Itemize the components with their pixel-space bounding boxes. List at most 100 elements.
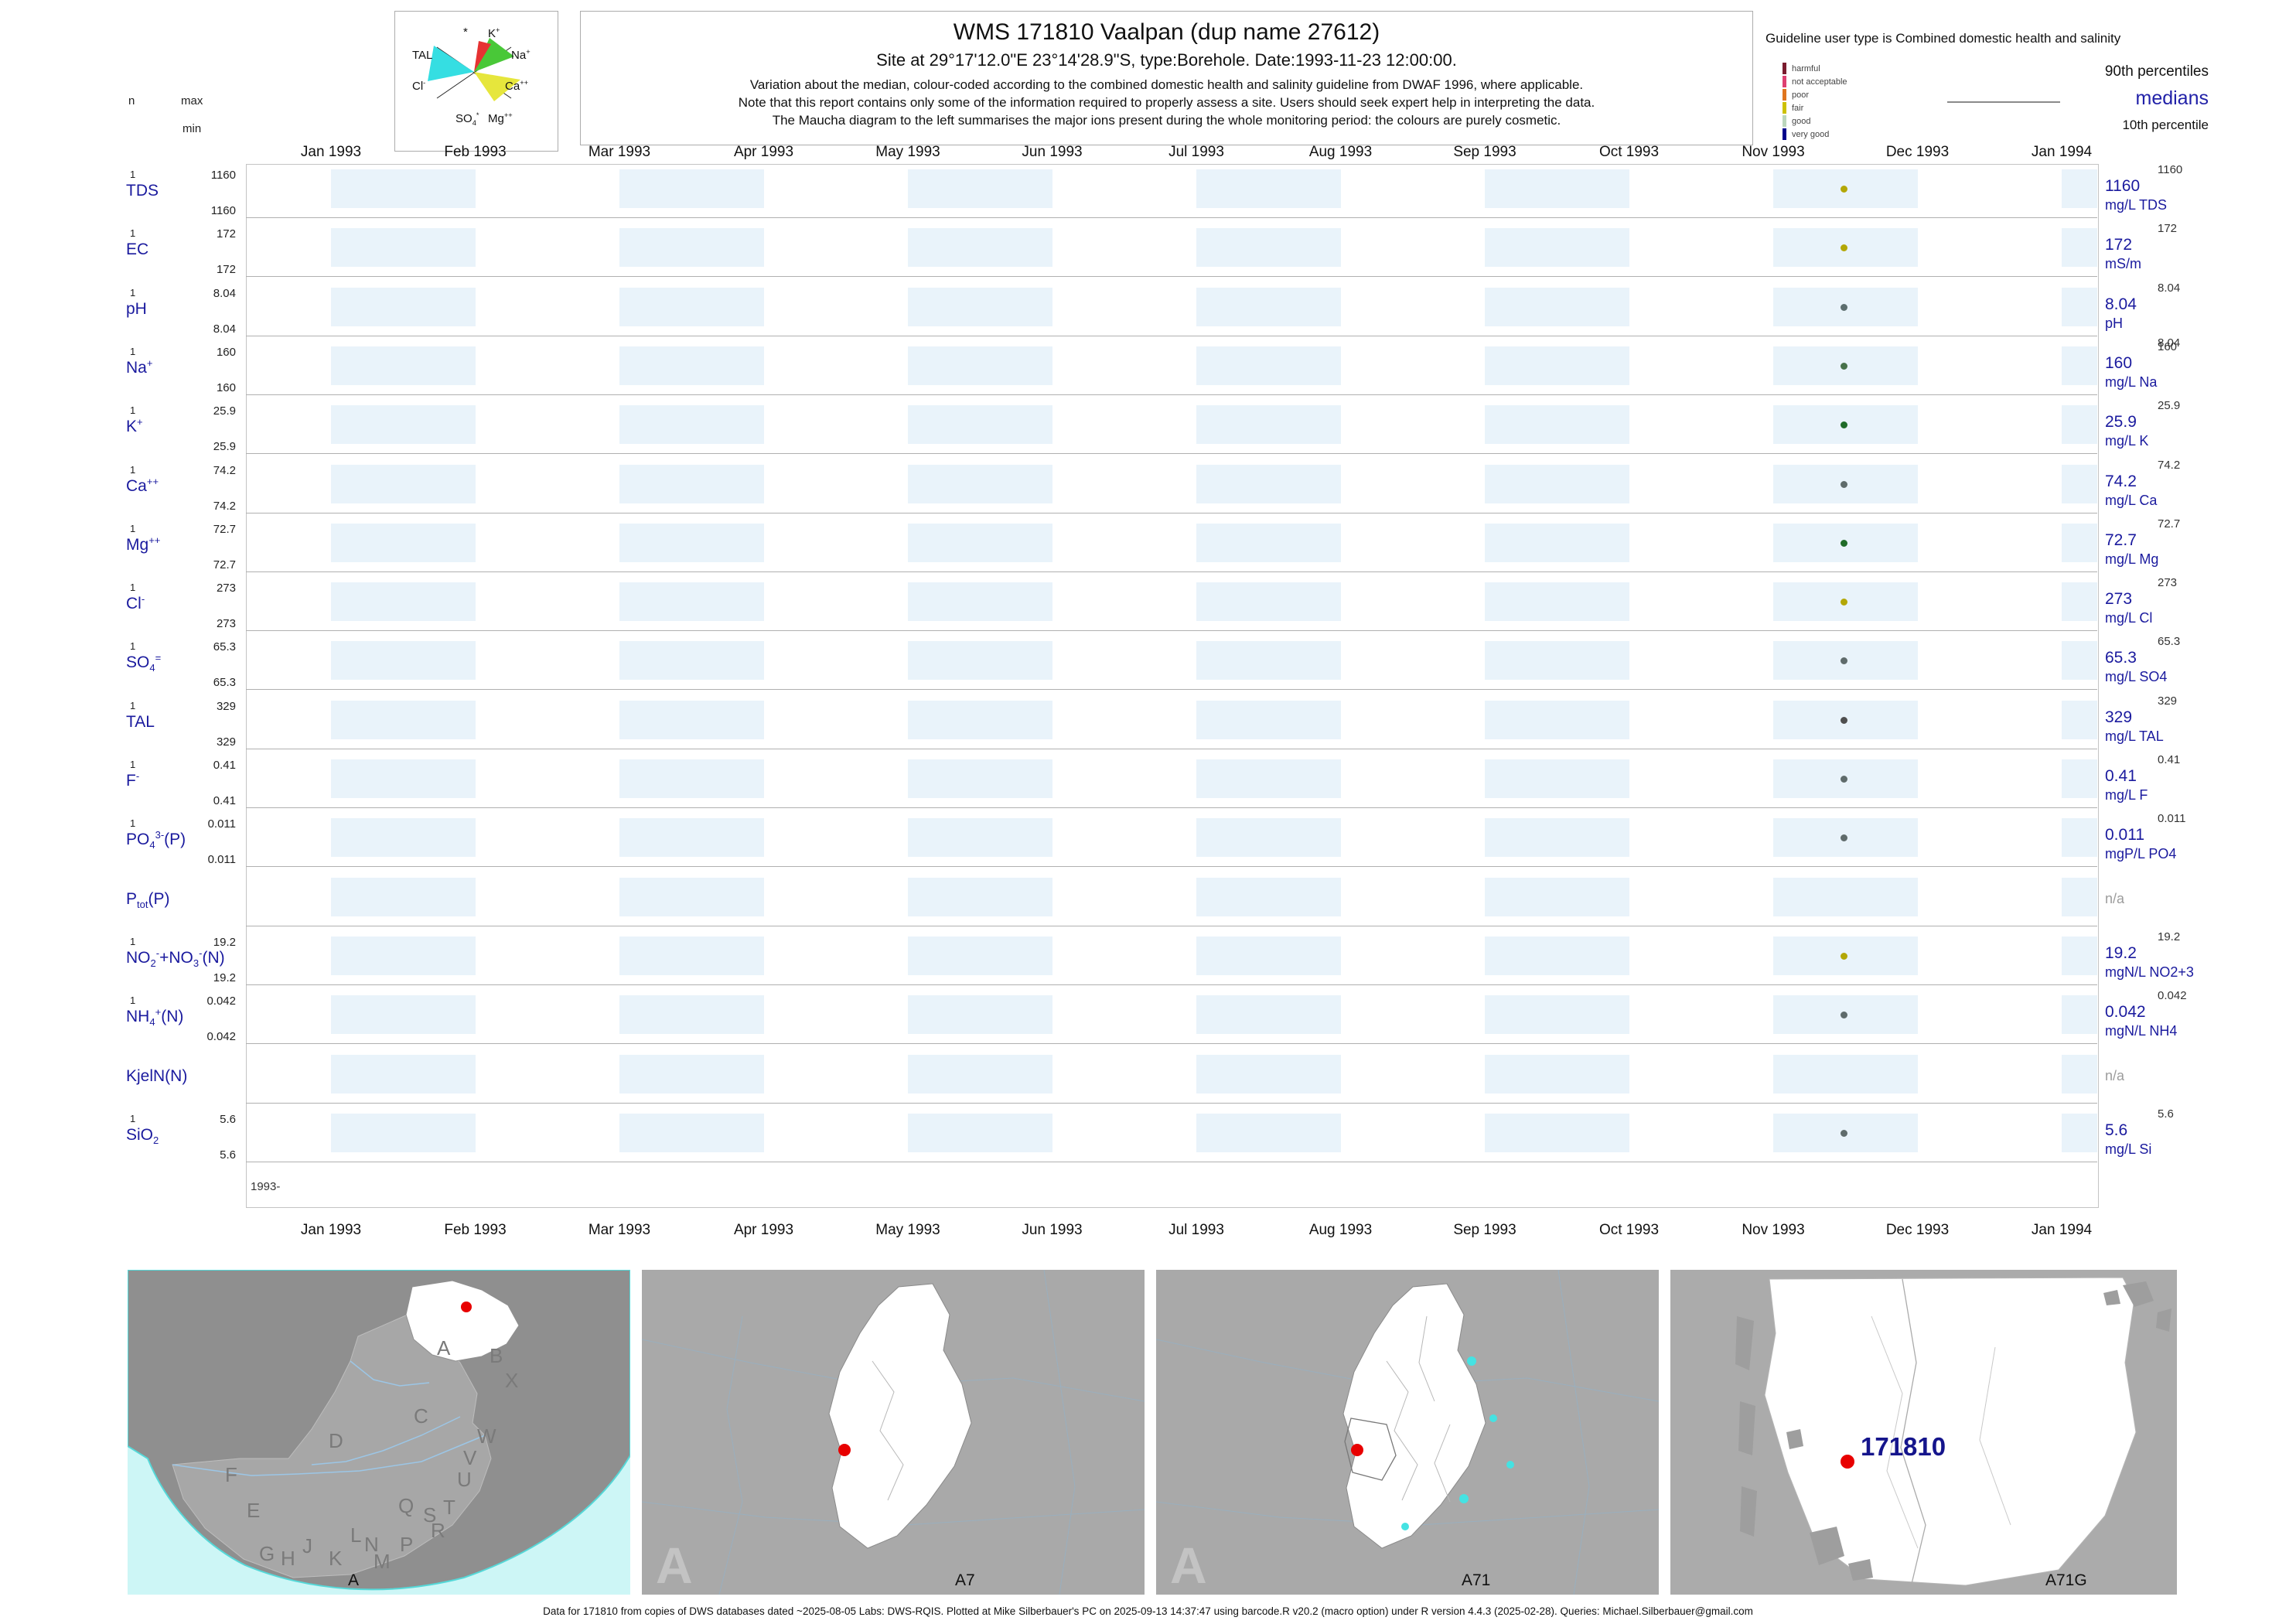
maucha-ion-wedge bbox=[474, 72, 520, 101]
month-cell bbox=[908, 405, 1052, 444]
month-cell bbox=[908, 228, 1052, 267]
region-letter-A: A bbox=[437, 1336, 451, 1360]
month-cell bbox=[908, 759, 1052, 798]
month-cell bbox=[619, 346, 764, 385]
sample-dot bbox=[1841, 481, 1847, 488]
guideline-class-label: fair bbox=[1792, 103, 1804, 113]
note-maucha: The Maucha diagram to the left summarise… bbox=[772, 113, 1561, 128]
month-cell bbox=[1918, 878, 2062, 916]
month-axis-bottom: Jan 1993 Feb 1993 Mar 1993 Apr 1993 May 1993… bbox=[0, 1222, 2296, 1240]
max-value: 5.6 bbox=[220, 1113, 236, 1126]
map-region-a71g: 171810 A71G bbox=[1670, 1270, 2177, 1595]
map-label-panel1: A bbox=[348, 1571, 359, 1589]
month-cell bbox=[1052, 818, 1197, 857]
guideline-class-row: good bbox=[1783, 114, 1847, 128]
month-cell bbox=[1052, 878, 1197, 916]
row-band bbox=[246, 995, 2097, 1034]
month-cell bbox=[908, 465, 1052, 503]
guideline-class-label: not acceptable bbox=[1792, 77, 1847, 87]
month-cell bbox=[619, 169, 764, 208]
row-band bbox=[246, 405, 2097, 444]
month-cell bbox=[1341, 524, 1486, 562]
param-name: NH4+(N) bbox=[126, 1006, 184, 1029]
month-cell bbox=[2062, 524, 2097, 562]
month-cell bbox=[764, 169, 909, 208]
stream-line bbox=[1979, 1346, 2011, 1526]
month-cell bbox=[2062, 937, 2097, 975]
max-value: 0.011 bbox=[207, 817, 236, 831]
month-cell bbox=[2062, 169, 2097, 208]
p90-value: 160 bbox=[2158, 340, 2178, 353]
month-label: Jan 1994 bbox=[2031, 144, 2093, 160]
month-cell bbox=[476, 228, 620, 267]
month-cell bbox=[1052, 582, 1197, 621]
unit-label: mg/L TDS bbox=[2105, 197, 2168, 213]
month-cell bbox=[1629, 818, 1774, 857]
guideline-color-chip bbox=[1783, 115, 1786, 127]
sample-count: 1 bbox=[130, 227, 136, 239]
median-value: 273 bbox=[2105, 590, 2133, 608]
month-cell bbox=[1629, 878, 1774, 916]
param-name: Na+ bbox=[126, 357, 153, 377]
catchment-a71-region bbox=[1342, 1283, 1486, 1549]
month-cell bbox=[764, 1055, 909, 1093]
p90-value: 273 bbox=[2158, 576, 2178, 589]
row-band bbox=[246, 524, 2097, 562]
month-cell bbox=[764, 346, 909, 385]
unit-label: mgN/L NO2+3 bbox=[2105, 964, 2194, 980]
month-cell bbox=[1196, 1114, 1341, 1152]
river-line bbox=[350, 1360, 430, 1387]
row-band bbox=[246, 228, 2097, 267]
month-cell bbox=[1918, 169, 2062, 208]
max-value: 74.2 bbox=[213, 464, 236, 477]
subcatchment-line bbox=[1418, 1315, 1435, 1402]
max-value: 8.04 bbox=[213, 287, 236, 300]
row-axis-line bbox=[246, 571, 2097, 572]
river-line bbox=[172, 1435, 486, 1476]
map-region-a7: A A7 bbox=[642, 1270, 1145, 1595]
month-cell bbox=[619, 1114, 764, 1152]
month-cell bbox=[1629, 1114, 1774, 1152]
month-cell bbox=[2062, 346, 2097, 385]
row-axis-line bbox=[246, 1043, 2097, 1044]
month-cell bbox=[476, 465, 620, 503]
min-value: 160 bbox=[216, 381, 236, 394]
sample-dot bbox=[1841, 599, 1847, 606]
month-cell bbox=[908, 818, 1052, 857]
param-name: NO2-+NO3-(N) bbox=[126, 947, 225, 970]
month-cell bbox=[619, 641, 764, 680]
station-marker bbox=[1351, 1444, 1363, 1456]
month-cell bbox=[1485, 288, 1629, 326]
sample-dot bbox=[1841, 834, 1847, 841]
sample-count: 1 bbox=[130, 640, 136, 652]
built-up-area bbox=[2103, 1290, 2120, 1305]
month-cell bbox=[619, 288, 764, 326]
param-row-Na: Na+ 1 160 160 160 160 mg/L Na bbox=[124, 340, 2258, 404]
p90-value: 329 bbox=[2158, 694, 2178, 708]
month-cell bbox=[1052, 465, 1197, 503]
month-cell bbox=[2062, 818, 2097, 857]
month-cell bbox=[2062, 995, 2097, 1034]
row-axis-line bbox=[246, 1103, 2097, 1104]
region-letter-X: X bbox=[505, 1369, 518, 1392]
row-band bbox=[246, 582, 2097, 621]
note-variation: Variation about the median, colour-coded… bbox=[749, 77, 1584, 92]
month-cell bbox=[1196, 169, 1341, 208]
guideline-class-row: not acceptable bbox=[1783, 75, 1847, 88]
month-label: Oct 1993 bbox=[1598, 1222, 1660, 1238]
month-label: Jun 1993 bbox=[1022, 1222, 1083, 1238]
month-label: Jan 1993 bbox=[300, 144, 362, 160]
min-value: 0.042 bbox=[206, 1030, 236, 1043]
site-line: Site at 29°17'12.0"E 23°14'28.9"S, type:… bbox=[876, 50, 1457, 70]
month-cell bbox=[908, 1055, 1052, 1093]
p90-value: 74.2 bbox=[2158, 459, 2181, 472]
month-cell bbox=[1918, 759, 2062, 798]
max-value: 0.042 bbox=[206, 995, 236, 1008]
row-axis-line bbox=[246, 453, 2097, 454]
maucha-ion-label: Ca++ bbox=[505, 79, 529, 93]
region-letter-D: D bbox=[329, 1429, 343, 1452]
month-cell bbox=[331, 995, 476, 1034]
p90-value: 65.3 bbox=[2158, 635, 2181, 648]
footer-provenance: Data for 171810 from copies of DWS datab… bbox=[543, 1605, 1753, 1617]
region-letter-H: H bbox=[281, 1547, 295, 1570]
